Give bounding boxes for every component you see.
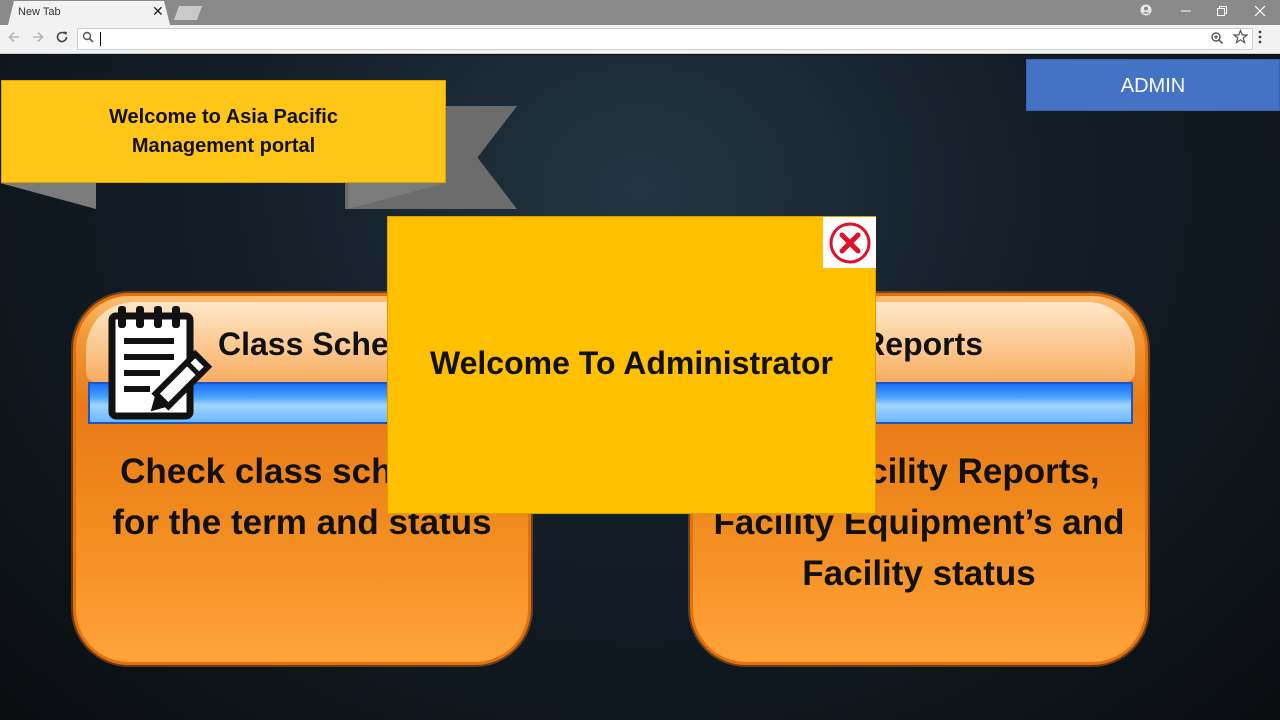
- ribbon-fold-left: [0, 183, 96, 209]
- modal-close-button[interactable]: [823, 217, 876, 268]
- address-bar[interactable]: [77, 28, 1253, 50]
- bookmark-star-icon[interactable]: [1232, 28, 1249, 49]
- tab-title: New Tab: [18, 6, 61, 18]
- forward-icon[interactable]: [28, 30, 48, 50]
- page-content: Welcome to Asia Pacific Management porta…: [0, 55, 1280, 720]
- browser-toolbar: [0, 25, 1280, 54]
- new-tab-button[interactable]: [174, 6, 202, 20]
- browser-tab[interactable]: New Tab ✕: [8, 1, 170, 25]
- profile-icon[interactable]: [1133, 2, 1159, 22]
- modal-title: Welcome To Administrator: [429, 345, 833, 381]
- reload-icon[interactable]: [52, 30, 72, 50]
- search-icon: [82, 30, 94, 47]
- browser-tabbar: New Tab ✕: [0, 0, 1280, 25]
- zoom-icon[interactable]: [1210, 30, 1224, 50]
- welcome-banner: Welcome to Asia Pacific Management porta…: [1, 80, 446, 183]
- welcome-banner-text: Welcome to Asia Pacific Management porta…: [109, 105, 338, 157]
- menu-icon[interactable]: [1258, 30, 1262, 49]
- address-input[interactable]: [98, 30, 1198, 48]
- tab-close-icon[interactable]: ✕: [152, 4, 164, 20]
- minimize-icon[interactable]: [1173, 2, 1199, 22]
- admin-button[interactable]: ADMIN: [1026, 59, 1280, 111]
- back-icon[interactable]: [4, 30, 24, 50]
- notepad-pencil-icon: [108, 306, 213, 420]
- welcome-modal: Welcome To Administrator: [387, 216, 876, 514]
- close-icon: [829, 222, 871, 264]
- text-caret: [100, 32, 101, 46]
- restore-icon[interactable]: [1209, 2, 1235, 22]
- window-close-icon[interactable]: [1247, 2, 1273, 22]
